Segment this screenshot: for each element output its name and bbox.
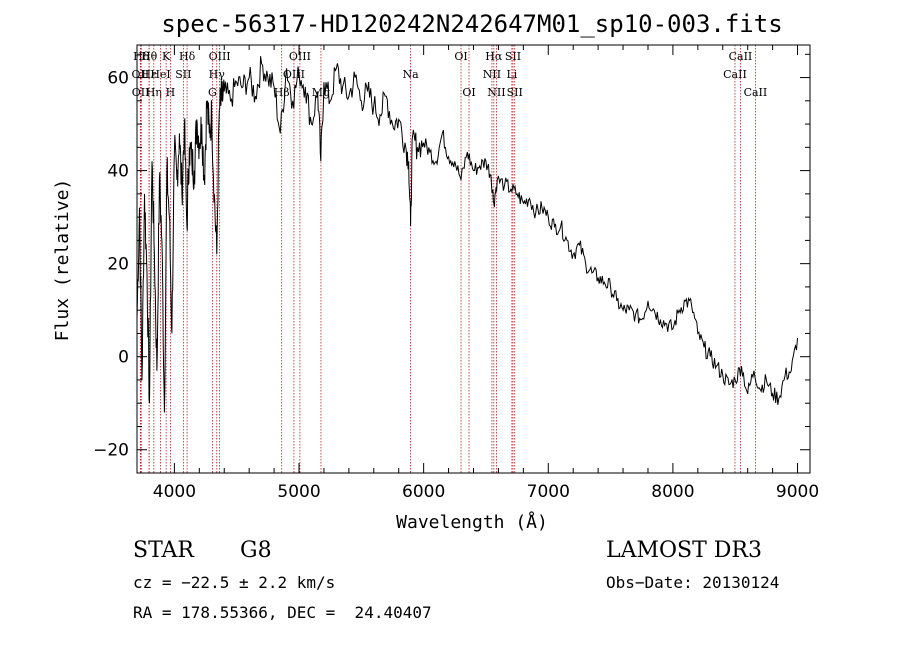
chart-title: spec-56317-HD120242N242647M01_sp10-003.f… xyxy=(161,10,782,38)
line-label: OI xyxy=(454,50,467,63)
y-tick-label: 0 xyxy=(118,348,129,368)
x-tick-label: 4000 xyxy=(153,482,196,502)
axis-ticks: 4000 5000 6000 7000 8000 9000 −20 0 20 40 60 xyxy=(93,45,819,502)
line-label: SII xyxy=(505,50,521,63)
line-label: NII xyxy=(487,86,505,99)
line-label: OI xyxy=(462,86,475,99)
line-label: Hη xyxy=(146,86,162,99)
flux-line xyxy=(136,56,798,413)
line-label: CaII xyxy=(744,86,768,99)
x-tick-label: 6000 xyxy=(402,482,445,502)
line-label: K xyxy=(162,50,171,63)
y-tick-label: −20 xyxy=(93,441,129,461)
line-label: G xyxy=(208,86,217,99)
y-axis-label: Flux (relative) xyxy=(52,179,73,342)
line-label: OIII xyxy=(289,50,311,63)
survey-name: LAMOST DR3 xyxy=(606,538,762,563)
line-label: Li xyxy=(506,68,517,81)
line-label: SII xyxy=(175,68,191,81)
spectrum-chart: spec-56317-HD120242N242647M01_sp10-003.f… xyxy=(52,10,819,533)
y-tick-label: 20 xyxy=(107,255,129,275)
x-tick-label: 7000 xyxy=(527,482,570,502)
y-tick-label: 40 xyxy=(107,162,129,182)
object-class: STAR xyxy=(133,538,194,563)
line-label: Na xyxy=(402,68,419,81)
line-label: Hδ xyxy=(179,50,196,63)
plot-frame xyxy=(136,44,811,474)
line-label: Hβ xyxy=(274,86,290,99)
line-label: Hγ xyxy=(209,68,226,81)
x-tick-label: 5000 xyxy=(277,482,320,502)
y-tick-label: 60 xyxy=(107,69,129,89)
x-tick-label: 9000 xyxy=(776,482,819,502)
line-label: CaII xyxy=(723,68,747,81)
line-label: Hα xyxy=(485,50,503,63)
line-label: NII xyxy=(483,68,501,81)
line-label: SII xyxy=(507,86,523,99)
x-axis-label: Wavelength (Å) xyxy=(396,511,548,533)
line-label: OII xyxy=(132,86,150,99)
x-tick-label: 8000 xyxy=(651,482,694,502)
line-label: Hθ xyxy=(141,50,158,63)
flux-series xyxy=(136,56,798,413)
line-label: HeI xyxy=(150,68,170,81)
line-label: CaII xyxy=(729,50,753,63)
object-subclass: G8 xyxy=(240,538,272,563)
line-label: H xyxy=(166,86,176,99)
line-label: OIII xyxy=(209,50,231,63)
observation-date: Obs−Date: 20130124 xyxy=(606,573,780,592)
coordinates: RA = 178.55366, DEC = 24.40407 xyxy=(133,603,432,622)
redshift-cz: cz = −22.5 ± 2.2 km/s xyxy=(133,573,336,592)
